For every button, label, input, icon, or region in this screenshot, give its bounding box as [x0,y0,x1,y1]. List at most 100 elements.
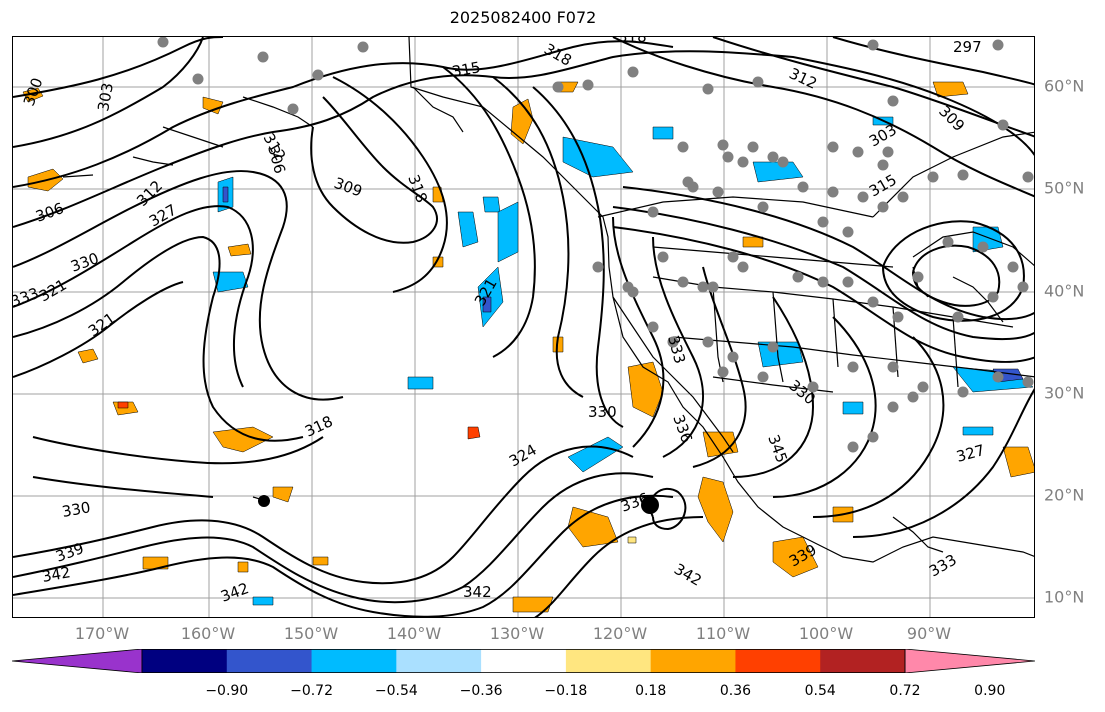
colorbar-tick-label: −0.18 [544,683,588,699]
station-dot [257,51,269,63]
station-dot [1022,376,1034,388]
station-dot [992,39,1004,51]
station-dot [957,386,969,398]
longitude-label: 90°W [906,624,952,643]
station-dot [702,336,714,348]
station-dot [817,216,829,228]
colorbar-segment [565,649,652,673]
colorbar-segment [735,649,821,673]
colorbar-segment [226,649,313,673]
shaded-region-orange [77,348,99,364]
shaded-region-light-blue [252,596,274,606]
colorbar-extend-low [12,649,143,673]
colorbar-tick-label: −0.72 [290,683,333,699]
contour-label: 333 [13,284,41,311]
storm-markers [258,495,659,514]
contour-label: 342 [463,583,492,601]
station-dot [592,261,604,273]
contour-label: 336 [669,412,696,445]
shaded-region-light-blue [407,376,434,390]
shaded-region-orange [272,486,294,503]
map-plot-area: 300 303 303 306 306 309 309 312 312 312 315 315 318 3… [12,36,1035,618]
station-dot [192,73,204,85]
station-dot [697,281,709,293]
station-dot [912,271,924,283]
shaded-region-deep-blue [482,296,492,313]
contour-label: 318 [302,412,336,440]
contour-label: 318 [404,172,431,205]
shaded-region-orange [212,426,274,453]
shaded-region-orange [22,87,44,103]
station-markers [157,37,1034,453]
colorbar-tick-label: −0.90 [205,683,249,699]
colorbar-segment [481,649,567,673]
station-dot [677,276,689,288]
station-dot [627,66,639,78]
colorbar-tick-label: 0.36 [719,683,752,699]
shaded-region-deep-blue [222,186,229,203]
contour-label: 315 [451,58,482,81]
station-dot [1017,281,1029,293]
longitude-label: 100°W [798,624,854,643]
colorbar-tick-label: 0.18 [635,683,667,699]
station-dot [847,361,859,373]
colorbar-tick-label: −0.54 [374,683,418,699]
station-dot [792,271,804,283]
station-dot [867,431,879,443]
shaded-region-light-blue [457,211,479,248]
station-dot [757,201,769,213]
shaded-region-red [467,426,481,440]
station-dot [582,79,594,91]
station-dot [892,311,904,323]
station-dot [942,236,954,248]
latitude-label: 10°N [1044,587,1085,607]
contour-label: 303 [866,121,900,151]
station-dot [657,251,669,263]
station-dot [907,391,919,403]
station-dot [687,181,699,193]
station-dot [157,37,169,48]
station-dot [767,151,779,163]
contour-label: 300 [20,75,47,108]
colorbar [12,649,1035,673]
station-dot [977,241,989,253]
contour-label: 327 [146,201,180,231]
contour-label: 321 [85,309,119,340]
shaded-region-orange [742,236,764,248]
storm-marker-east [641,496,659,514]
station-dot [817,276,829,288]
station-dot [647,321,659,333]
contour-label: 330 [61,498,92,521]
station-dot [287,103,299,115]
station-dot [667,336,679,348]
contour-label: 309 [332,174,365,201]
shaded-region-orange [772,536,819,578]
station-dot [727,351,739,363]
station-dot [852,146,864,158]
station-dot [777,156,789,168]
longitude-label: 170°W [74,624,130,643]
colorbar-segment [820,649,906,673]
contour-label: 309 [935,102,968,135]
station-dot [722,151,734,163]
colorbar-segment [142,649,228,673]
shaded-region-light-blue [752,161,804,183]
station-dot [357,41,369,53]
station-dot [717,366,729,378]
station-dot [887,361,899,373]
station-dot [877,201,889,213]
station-dot [752,76,764,88]
shaded-region-orange [932,81,969,98]
shaded-region-orange [312,556,329,566]
station-dot [747,141,759,153]
height-contours [13,37,1034,617]
shaded-region-orange [702,431,739,458]
longitude-label: 130°W [489,624,545,643]
station-dot [707,281,719,293]
contour-label: 342 [218,579,251,606]
station-dot [702,83,714,95]
longitude-label: 150°W [283,624,339,643]
station-dot [952,311,964,323]
station-dot [847,441,859,453]
shaded-regions [22,81,1034,613]
